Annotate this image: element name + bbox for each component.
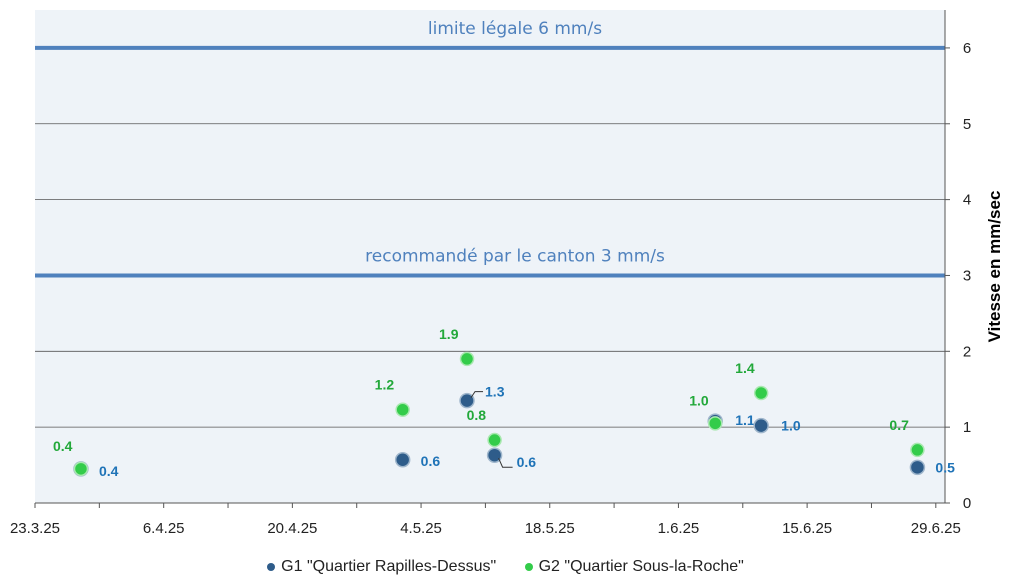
y-tick-label: 4 [963,192,971,209]
g1-point [459,392,475,409]
reference-lines: limite légale 6 mm/s recommandé par le ca… [35,19,945,278]
g1-data-label: 0.5 [935,459,955,475]
legend-marker-g2-icon [524,562,533,571]
g2-data-label: 0.8 [467,407,487,423]
g2-data-label: 1.4 [735,360,755,376]
y-tick-label: 0 [963,495,971,512]
leader-line [498,458,513,468]
g1-data-label: 0.6 [517,454,537,470]
g2-data-label: 0.4 [53,438,73,454]
reference-line-label: limite légale 6 mm/s [428,19,602,39]
g2-point [395,402,410,417]
g1-data-label: 0.6 [421,453,441,469]
g2-point [73,461,89,477]
y-tick-label: 5 [963,116,971,133]
g2-point [707,416,723,431]
legend-label-g2: G2 "Quartier Sous-la-Roche" [538,558,744,575]
g1-data-label: 1.3 [485,384,505,400]
legend-label-g1: G1 "Quartier Rapilles-Dessus" [281,558,497,575]
legend: G1 "Quartier Rapilles-Dessus" G2 "Quarti… [0,558,1011,576]
g1-point [394,452,411,468]
y-axis-title: Vitesse en mm/sec [985,191,1004,343]
y-axis: 0 1 2 3 4 5 6 [944,10,971,512]
plot-area [35,10,945,503]
g2-data-label: 0.7 [889,417,909,433]
x-tick-label: 18.5.25 [525,520,575,537]
g1-data-label: 0.4 [99,463,119,479]
g2-data-label: 1.0 [689,392,709,408]
data-points: 0.4 0.6 1.3 0.6 1.1 1.0 0.5 0.4 1.2 1.9 0.8 1.0 1.4 0… [53,326,955,479]
y-tick-label: 6 [963,40,971,57]
g1-data-label: 1.1 [735,412,755,428]
x-tick-label: 4.5.25 [400,520,442,537]
x-tick-label: 20.4.25 [267,520,317,537]
g2-data-label: 1.2 [375,377,395,393]
legend-item-g2: G2 "Quartier Sous-la-Roche" [524,558,744,576]
leader-line [470,391,484,398]
g2-data-label: 1.9 [439,326,459,342]
x-tick-label: 6.4.25 [143,520,185,537]
x-tick-label: 15.6.25 [782,520,832,537]
g2-point [487,432,502,448]
x-axis: 23.3.25 6.4.25 20.4.25 4.5.25 18.5.25 1.6.25 1… [10,502,961,537]
legend-item-g1: G1 "Quartier Rapilles-Dessus" [267,558,496,576]
x-tick-label: 1.6.25 [658,520,700,537]
g1-point [753,417,769,434]
y-tick-label: 2 [963,343,971,360]
reference-line-label: recommandé par le canton 3 mm/s [365,246,665,266]
g1-data-label: 1.0 [781,418,801,434]
y-tick-label: 1 [963,419,971,436]
g2-point [753,385,769,401]
g1-point [909,459,926,476]
y-tick-label: 3 [963,267,971,284]
g2-point [910,442,925,458]
x-tick-label: 29.6.25 [911,520,961,537]
x-tick-label: 23.3.25 [10,520,60,537]
legend-marker-g1-icon [267,562,276,571]
g1-point [486,447,503,463]
g2-point [459,351,475,367]
